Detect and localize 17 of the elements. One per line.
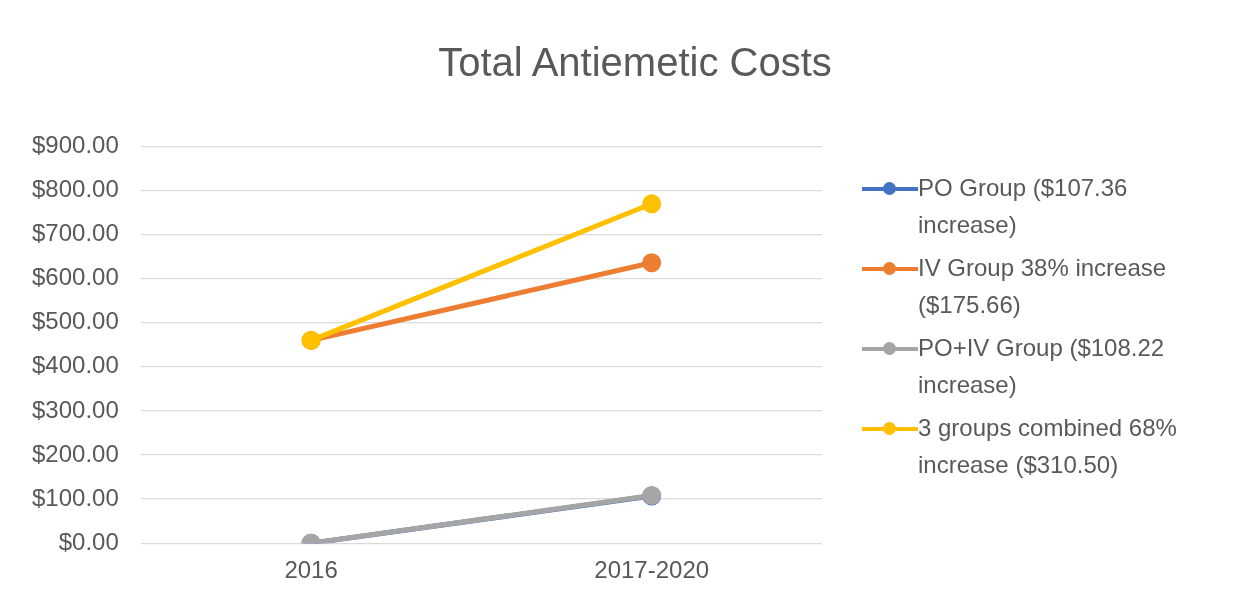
y-tick-label: $800.00: [31, 175, 119, 203]
legend-label: PO Group ($107.36 increase): [918, 173, 1129, 240]
y-tick-label: $700.00: [31, 219, 119, 247]
y-tick-label: $0.00: [58, 527, 119, 555]
legend-label: PO+IV Group ($108.22 increase): [918, 333, 1166, 400]
y-tick-label: $500.00: [31, 307, 119, 335]
y-tick-label: $100.00: [31, 483, 119, 511]
y-tick-label: $600.00: [31, 263, 119, 291]
x-tick-label: 2016: [284, 556, 338, 584]
y-tick-label: $200.00: [31, 439, 119, 467]
y-tick-label: $900.00: [31, 131, 119, 159]
y-tick-label: $400.00: [31, 351, 119, 379]
legend-label: IV Group 38% increase ($175.66): [918, 253, 1168, 320]
chart-title: Total Antiemetic Costs: [437, 40, 833, 85]
y-tick-label: $300.00: [31, 395, 119, 423]
legend-label: 3 groups combined 68% increase ($310.50): [918, 413, 1178, 480]
x-tick-label: 2017-2020: [594, 556, 710, 584]
